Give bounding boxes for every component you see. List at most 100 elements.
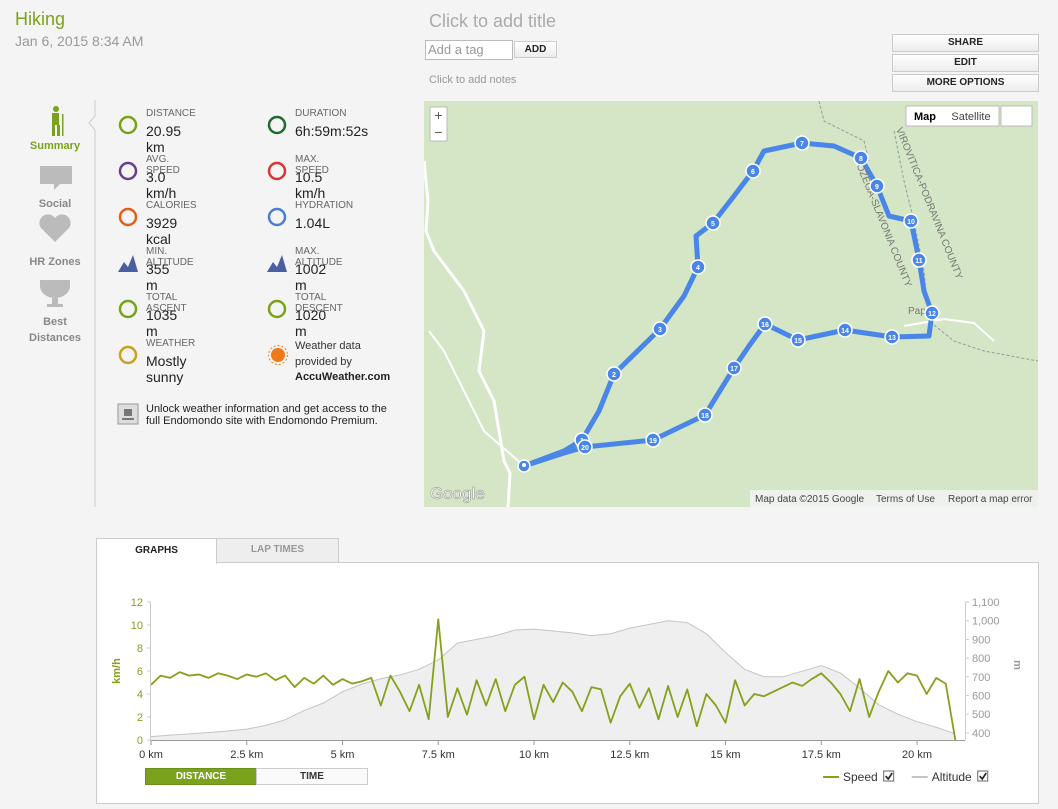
route-marker-label: 7 bbox=[800, 141, 804, 148]
stat-label: TOTAL DESCENT bbox=[295, 292, 343, 314]
promo-text: Unlock weather information and get acces… bbox=[146, 403, 387, 427]
y-tick-label: 4 bbox=[137, 689, 143, 701]
stat-icon-shape bbox=[267, 207, 287, 227]
stat-label: TOTAL ASCENT bbox=[146, 292, 187, 314]
stat-icon-shape bbox=[118, 345, 138, 365]
route-marker bbox=[697, 407, 713, 423]
stat-label: MAX. ALTITUDE bbox=[295, 246, 343, 268]
x-tick-label: 10 km bbox=[519, 749, 549, 761]
y2-tick-label: 700 bbox=[972, 672, 990, 684]
hiker-icon bbox=[52, 106, 64, 136]
share-button[interactable]: SHARE bbox=[892, 34, 1039, 52]
route-marker bbox=[924, 305, 940, 321]
terms-link[interactable]: Terms of Use bbox=[876, 494, 935, 505]
trophy-icon bbox=[40, 280, 70, 307]
legend-checkbox[interactable] bbox=[977, 770, 989, 782]
route bbox=[523, 140, 935, 469]
stat-label: HYDRATION bbox=[295, 200, 354, 211]
stat-label: DISTANCE bbox=[146, 108, 196, 119]
hr-icon bbox=[39, 214, 71, 242]
legend-check bbox=[979, 772, 987, 781]
sidebar-icons bbox=[39, 100, 96, 507]
more-options-button[interactable]: MORE OPTIONS bbox=[892, 74, 1039, 92]
y-tick-label: 6 bbox=[137, 666, 143, 678]
stat-label: CALORIES bbox=[146, 200, 197, 211]
stat-value: 1035 m bbox=[146, 307, 178, 339]
tag-input[interactable]: Add a tag bbox=[425, 40, 513, 60]
y-tick-label: 0 bbox=[137, 735, 143, 747]
route-marker bbox=[869, 178, 885, 194]
nav-summary[interactable]: Summary bbox=[29, 140, 81, 152]
y-tick-label: 2 bbox=[137, 712, 143, 724]
stat-value: 3.0 km/h bbox=[146, 169, 177, 201]
notes-placeholder[interactable]: Click to add notes bbox=[429, 74, 517, 86]
x-tick-label: 17.5 km bbox=[802, 749, 841, 761]
map[interactable]: VIROVITICA-PODRAVINA COUNTY POŽEGA-SLAVO… bbox=[424, 101, 1038, 507]
x-mode-distance[interactable]: DISTANCE bbox=[145, 768, 257, 785]
title-placeholder[interactable]: Click to add title bbox=[429, 11, 557, 31]
fullscreen-button[interactable] bbox=[1000, 105, 1033, 127]
stat-icon bbox=[118, 255, 138, 272]
route-marker-label: 18 bbox=[701, 413, 709, 420]
route-marker bbox=[884, 329, 900, 345]
stat-icon bbox=[267, 299, 287, 319]
promo-icon bbox=[117, 403, 139, 425]
route-marker bbox=[690, 259, 706, 275]
stat-value: 10.5 km/h bbox=[295, 169, 326, 201]
stat-icon bbox=[267, 207, 287, 227]
sun-icon bbox=[268, 345, 288, 365]
route-marker-label: 14 bbox=[841, 328, 849, 335]
google-logo: Google bbox=[430, 484, 485, 503]
stat-icon-shape bbox=[267, 115, 287, 135]
legend-checkbox[interactable] bbox=[883, 770, 895, 782]
map-type-control bbox=[905, 105, 1000, 127]
route-marker bbox=[837, 322, 853, 338]
legend-check bbox=[885, 772, 893, 781]
route-marker-label: 9 bbox=[875, 184, 879, 191]
weather-source[interactable]: AccuWeather.com bbox=[295, 371, 391, 383]
tab-graphs[interactable]: GRAPHS bbox=[96, 538, 217, 564]
nav-best-distances[interactable]: Best Distances bbox=[29, 316, 81, 344]
weather-credit: Weather data provided by bbox=[295, 340, 361, 368]
stat-icon-shape bbox=[267, 255, 287, 272]
map-type-map[interactable]: Map bbox=[914, 111, 936, 123]
stat-label: MIN. ALTITUDE bbox=[146, 246, 194, 268]
x-tick-label: 7.5 km bbox=[422, 749, 455, 761]
border bbox=[818, 101, 870, 162]
zoom-control bbox=[429, 106, 448, 142]
stat-value: Mostly sunny bbox=[146, 353, 187, 385]
stat-label: AVG. SPEED bbox=[146, 154, 180, 176]
zoom-in[interactable]: + bbox=[434, 107, 442, 123]
route-marker bbox=[645, 432, 661, 448]
map-type-satellite[interactable]: Satellite bbox=[951, 111, 990, 123]
nav-social[interactable]: Social bbox=[38, 198, 72, 210]
stat-icon bbox=[267, 115, 287, 135]
route-marker bbox=[745, 163, 761, 179]
place-label: Pap bbox=[908, 306, 926, 317]
stat-icon bbox=[118, 345, 138, 365]
map-background bbox=[424, 101, 1038, 507]
y-axis-title: km/h bbox=[111, 658, 123, 684]
stat-value: 355 m bbox=[146, 261, 170, 293]
tab-lap-times[interactable]: LAP TIMES bbox=[216, 538, 339, 563]
legend-item[interactable]: Altitude bbox=[911, 770, 989, 784]
report-link[interactable]: Report a map error bbox=[948, 494, 1033, 505]
route-marker-label: 4 bbox=[696, 265, 700, 272]
legend-label: Altitude bbox=[932, 770, 972, 784]
nav-hr-zones[interactable]: HR Zones bbox=[29, 256, 81, 268]
zoom-out[interactable]: − bbox=[434, 124, 442, 140]
legend-item[interactable]: Speed bbox=[823, 770, 895, 784]
route-marker-label: 13 bbox=[888, 335, 896, 342]
road bbox=[903, 317, 995, 342]
stat-value: 3929 kcal bbox=[146, 215, 178, 247]
route-marker bbox=[853, 150, 869, 166]
stat-icon bbox=[118, 207, 138, 227]
edit-button[interactable]: EDIT bbox=[892, 54, 1039, 72]
stat-icon-shape bbox=[118, 207, 138, 227]
social-icon bbox=[40, 166, 72, 190]
stat-value: 20.95 km bbox=[146, 123, 182, 155]
x-mode-time[interactable]: TIME bbox=[256, 768, 368, 785]
add-tag-button[interactable]: ADD bbox=[514, 41, 557, 58]
y-tick-label: 12 bbox=[131, 597, 143, 609]
